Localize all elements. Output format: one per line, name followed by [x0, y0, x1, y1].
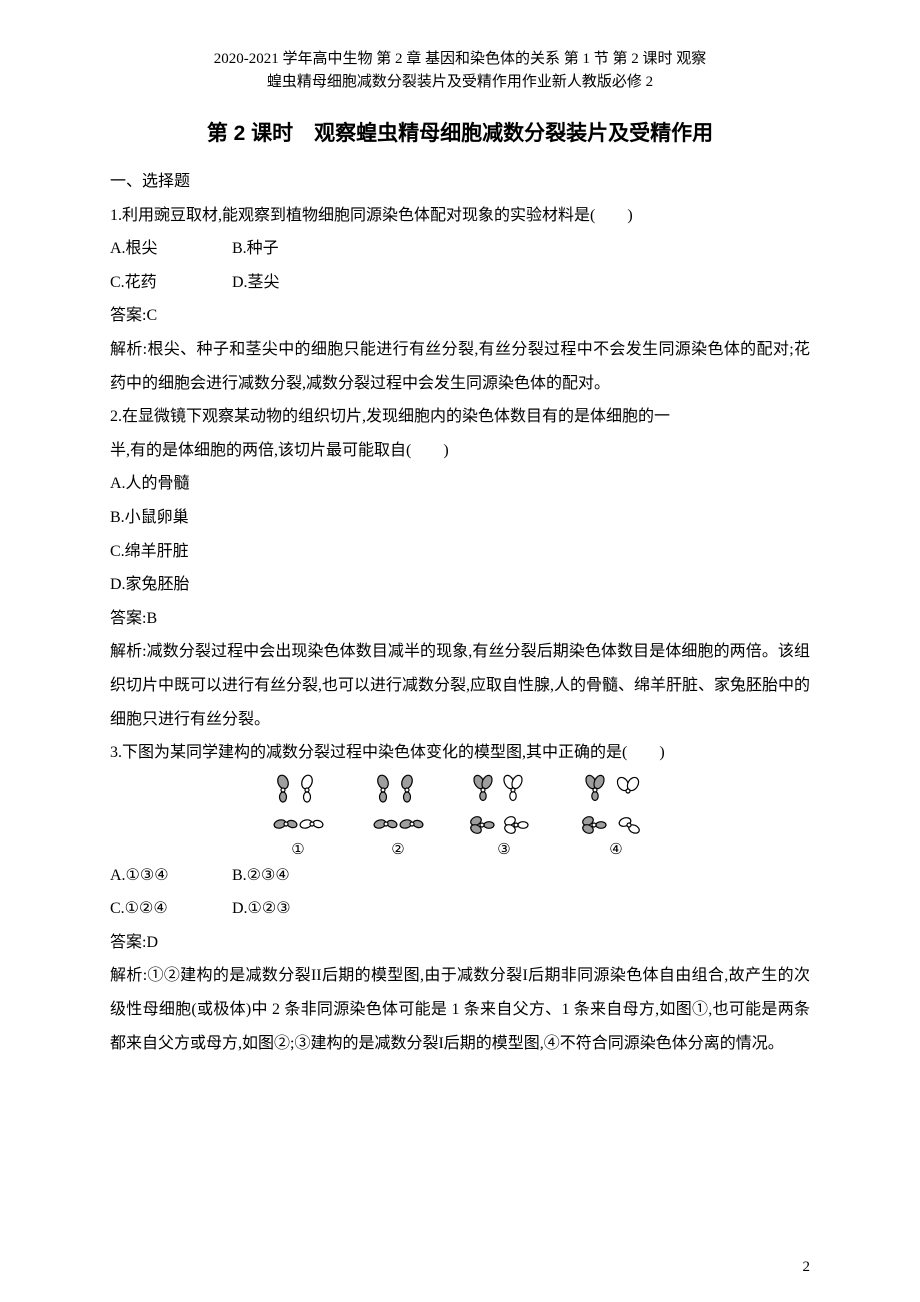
- q2-explanation: 解析:减数分裂过程中会出现染色体数目减半的现象,有丝分裂后期染色体数目是体细胞的…: [110, 635, 810, 736]
- chromosome-model-1-icon: [263, 774, 333, 838]
- page-title: 第 2 课时 观察蝗虫精母细胞减数分裂装片及受精作用: [110, 117, 810, 147]
- q2-option-a: A.人的骨髓: [110, 467, 810, 501]
- q3-fig-3-label: ③: [497, 840, 510, 859]
- q3-options-row-1: A.①③④ B.②③④: [110, 859, 810, 893]
- chromosome-model-2-icon: [363, 774, 433, 838]
- q3-options-row-2: C.①②④ D.①②③: [110, 892, 810, 926]
- q2-stem-line-2: 半,有的是体细胞的两倍,该切片最可能取自( ): [110, 434, 810, 468]
- q2-answer: 答案:B: [110, 602, 810, 636]
- page-number: 2: [803, 1259, 811, 1276]
- q2-stem-line-1: 2.在显微镜下观察某动物的组织切片,发现细胞内的染色体数目有的是体细胞的一: [110, 400, 810, 434]
- q1-stem: 1.利用豌豆取材,能观察到植物细胞同源染色体配对现象的实验材料是( ): [110, 199, 810, 233]
- q1-options-row-1: A.根尖 B.种子: [110, 232, 810, 266]
- q3-option-a: A.①③④: [110, 859, 228, 893]
- chromosome-model-3-icon: [463, 774, 545, 838]
- q3-stem: 3.下图为某同学建构的减数分裂过程中染色体变化的模型图,其中正确的是( ): [110, 736, 810, 770]
- section-label: 一、选择题: [110, 165, 810, 199]
- q3-fig-3: ③: [463, 774, 545, 859]
- q3-explanation: 解析:①②建构的是减数分裂II后期的模型图,由于减数分裂I后期非同源染色体自由组…: [110, 959, 810, 1060]
- q1-explanation: 解析:根尖、种子和茎尖中的细胞只能进行有丝分裂,有丝分裂过程中不会发生同源染色体…: [110, 333, 810, 400]
- chromosome-model-4-icon: [575, 774, 657, 838]
- q3-fig-4: ④: [575, 774, 657, 859]
- q2-option-b: B.小鼠卵巢: [110, 501, 810, 535]
- q1-option-d: D.茎尖: [232, 266, 280, 300]
- q1-option-a: A.根尖: [110, 232, 228, 266]
- q3-option-c: C.①②④: [110, 892, 228, 926]
- page-header: 2020-2021 学年高中生物 第 2 章 基因和染色体的关系 第 1 节 第…: [110, 48, 810, 93]
- q3-fig-2: ②: [363, 774, 433, 859]
- header-line-2: 蝗虫精母细胞减数分裂装片及受精作用作业新人教版必修 2: [110, 71, 810, 94]
- q3-fig-4-label: ④: [609, 840, 622, 859]
- q3-option-b: B.②③④: [232, 859, 290, 893]
- q1-option-b: B.种子: [232, 232, 279, 266]
- q3-fig-2-label: ②: [391, 840, 404, 859]
- q3-answer: 答案:D: [110, 926, 810, 960]
- q2-option-c: C.绵羊肝脏: [110, 535, 810, 569]
- q1-option-c: C.花药: [110, 266, 228, 300]
- q3-option-d: D.①②③: [232, 892, 291, 926]
- q3-fig-1: ①: [263, 774, 333, 859]
- q3-fig-1-label: ①: [291, 840, 304, 859]
- q2-option-d: D.家兔胚胎: [110, 568, 810, 602]
- header-line-1: 2020-2021 学年高中生物 第 2 章 基因和染色体的关系 第 1 节 第…: [110, 48, 810, 71]
- q1-options-row-2: C.花药 D.茎尖: [110, 266, 810, 300]
- q1-answer: 答案:C: [110, 299, 810, 333]
- q3-figure: ① ②: [110, 770, 810, 859]
